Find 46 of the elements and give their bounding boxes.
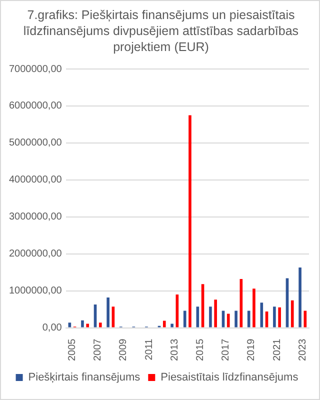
bar — [81, 320, 84, 328]
x-tick-label: 2013 — [169, 338, 180, 362]
bar — [201, 284, 204, 328]
y-tick-label: 7000000,00 — [8, 64, 62, 75]
bar — [196, 306, 200, 328]
x-tick-label: 2007 — [92, 338, 104, 362]
x-tick-label: 2009 — [118, 338, 130, 362]
bar — [162, 320, 166, 328]
x-tick-label: 2017 — [220, 338, 232, 362]
bar — [98, 322, 102, 328]
bar — [170, 324, 174, 328]
bar — [188, 115, 192, 328]
chart-title: 7.grafiks: Piešķirtais finansējums un piesaistītais līdzfinansējums divpusējiem attīstības sadarbības projektiem (EUR) — [22, 7, 300, 55]
x-tick-label: 2023 — [297, 338, 308, 362]
x-tick-label: 2011 — [144, 338, 155, 360]
bar — [86, 324, 89, 328]
bar — [298, 268, 302, 328]
bar — [226, 314, 230, 328]
bar — [214, 300, 217, 328]
bar — [112, 306, 115, 328]
legend-label: Piesaistītais līdzfinansējums — [160, 372, 299, 384]
x-tick-label: 2015 — [194, 338, 206, 362]
bar — [209, 306, 212, 328]
bar — [247, 310, 250, 328]
bar — [252, 288, 256, 328]
y-tick-label: 0,00 — [42, 322, 62, 334]
legend-label: Piešķirtais finansējums — [28, 372, 141, 384]
y-tick-label: 1000000,00 — [8, 286, 62, 297]
bar — [290, 300, 294, 328]
bar — [265, 311, 268, 328]
bar — [68, 322, 72, 328]
bar — [273, 306, 276, 328]
y-tick-label: 6000000,00 — [8, 100, 62, 112]
y-tick-label: 3000000,00 — [8, 212, 62, 223]
x-tick-label: 2021 — [272, 338, 283, 362]
bar — [260, 302, 264, 328]
y-tick-label: 4000000,00 — [8, 174, 62, 186]
bar — [234, 310, 238, 328]
bar — [106, 297, 110, 328]
bar — [278, 307, 281, 328]
x-tick-label: 2005 — [66, 338, 78, 362]
bar — [183, 310, 186, 328]
y-tick-label: 5000000,00 — [8, 138, 62, 149]
x-tick-label: 2019 — [246, 338, 258, 362]
y-tick-label: 2000000,00 — [8, 248, 62, 260]
bar — [286, 278, 289, 328]
